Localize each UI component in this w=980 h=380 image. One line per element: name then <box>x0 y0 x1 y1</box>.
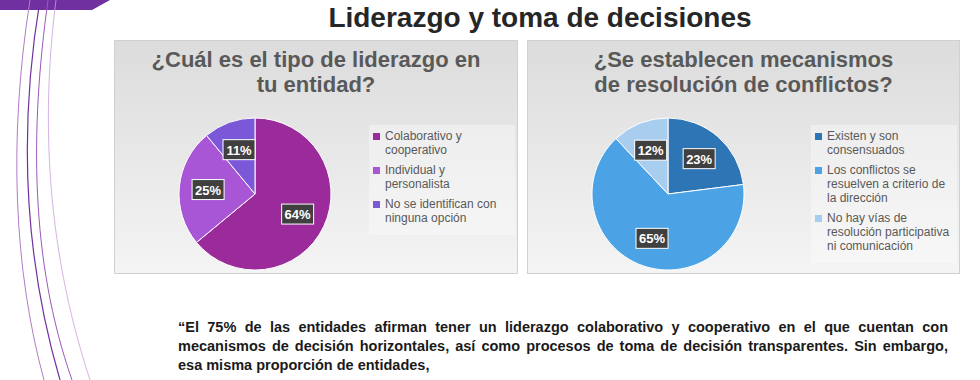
html-text:Los conflictos se resuelven a: Los conflictos se resuelven a criterio d… <box>827 163 946 205</box>
html-text:Individual y personalista: Individual y personalista <box>385 163 450 191</box>
svg-text:25%: 25% <box>195 183 221 198</box>
html-text:¿Se establecen mecanismos de r: ¿Se establecen mecanismos de resolución … <box>593 47 894 97</box>
html-text:Colaborativo y cooperativo: Colaborativo y cooperativo <box>385 129 462 157</box>
svg-text:11%: 11% <box>226 143 252 158</box>
html-text:Liderazgo y toma de decisiones: Liderazgo y toma de decisiones <box>328 2 752 33</box>
html-text:No se identifican con ninguna: No se identifican con ninguna opción <box>385 197 497 225</box>
html-text:No hay vías de resolución part: No hay vías de resolución participativa … <box>827 211 950 253</box>
html-text:“El 75% de las entidades afirm: “El 75% de las entidades afirman tener u… <box>178 319 948 373</box>
svg-text:23%: 23% <box>686 152 712 167</box>
html-text:¿Cuál es el tipo de liderazgo: ¿Cuál es el tipo de liderazgo en tu enti… <box>151 47 481 97</box>
html-text:Existen y son consensuados: Existen y son consensuados <box>827 129 905 157</box>
svg-text:12%: 12% <box>638 143 664 158</box>
svg-text:65%: 65% <box>639 231 665 246</box>
svg-text:64%: 64% <box>285 207 311 222</box>
